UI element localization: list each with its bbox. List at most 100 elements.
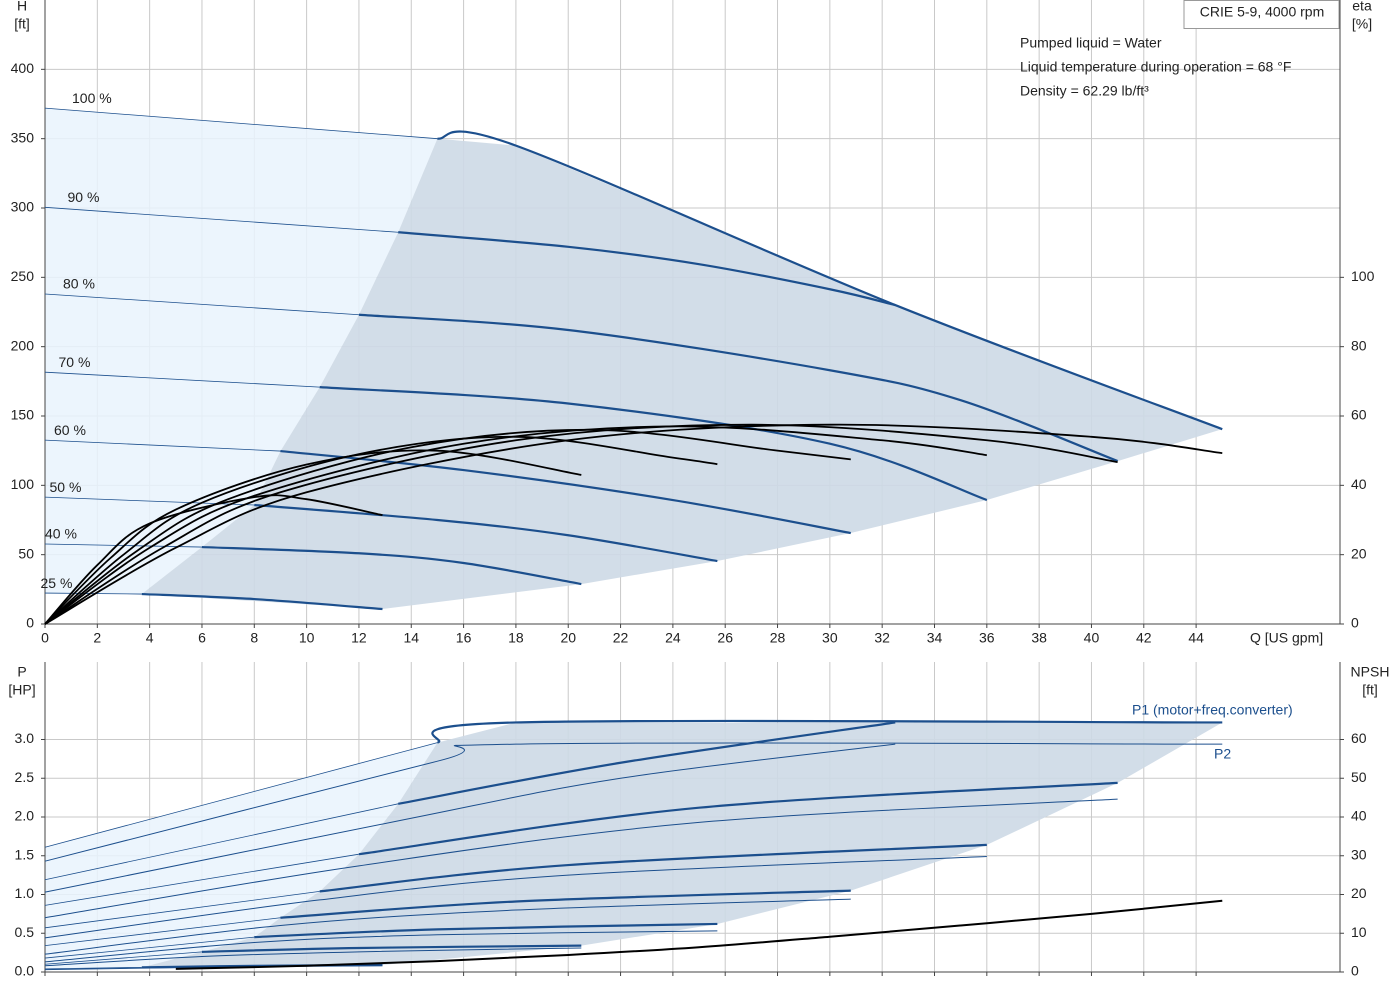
p2-curve — [44, 798, 1118, 919]
speed-label: 40 % — [45, 526, 77, 542]
eta-curve — [44, 425, 987, 625]
curve-thin — [44, 951, 203, 965]
curve — [254, 922, 718, 939]
x-tick-label: 22 — [613, 630, 629, 646]
y-tick-label: 400 — [11, 60, 35, 76]
y2-tick-label: 30 — [1351, 846, 1367, 862]
speed-label: 60 % — [54, 422, 86, 438]
x-tick-label: 32 — [874, 630, 890, 646]
y-tick-label: 0.0 — [15, 963, 35, 979]
y-tick-label: 0.5 — [15, 924, 35, 940]
x-tick-label: 24 — [665, 630, 681, 646]
y2-tick-label: 40 — [1351, 476, 1367, 492]
x-tick-label: 8 — [250, 630, 258, 646]
light-area — [45, 108, 438, 595]
speed-label: 25 % — [41, 575, 73, 591]
curve — [431, 719, 1223, 744]
y-tick-label: 3.0 — [15, 730, 35, 746]
y2-tick-label: 20 — [1351, 885, 1367, 901]
speed-label: 90 % — [68, 189, 100, 205]
y2-axis-label: NPSH — [1351, 664, 1390, 680]
curve — [397, 721, 896, 805]
curve-thin — [44, 917, 281, 947]
x-tick-label: 18 — [508, 630, 524, 646]
y2-tick-label: 80 — [1351, 337, 1367, 353]
y2-tick-label: 0 — [1351, 963, 1359, 979]
p2-curve — [44, 742, 1223, 862]
x-tick-label: 30 — [822, 630, 838, 646]
x-tick-label: 28 — [770, 630, 786, 646]
y-tick-label: 50 — [18, 545, 34, 561]
curve — [319, 386, 988, 502]
y-tick-label: 0 — [26, 615, 34, 631]
annotation: Density = 62.29 lb/ft³ — [1020, 83, 1149, 99]
y-tick-label: 2.0 — [15, 808, 35, 824]
y-axis-unit: [ft] — [14, 16, 30, 32]
y2-axis-unit: [ft] — [1362, 682, 1378, 698]
curve-thin — [44, 853, 360, 906]
y-tick-label: 1.5 — [15, 846, 35, 862]
x-tick-label: 12 — [351, 630, 367, 646]
speed-label: 80 % — [63, 276, 95, 292]
x-tick-label: 0 — [41, 630, 49, 646]
y2-tick-label: 20 — [1351, 545, 1367, 561]
p1-label: P1 (motor+freq.converter) — [1132, 702, 1293, 718]
speed-label: 50 % — [50, 479, 82, 495]
curve — [398, 231, 896, 307]
eta-curve — [44, 449, 582, 625]
curve-thin — [44, 742, 438, 848]
curve — [437, 130, 1223, 431]
legend-box — [1183, 0, 1340, 29]
eta-curve — [44, 423, 1223, 625]
y-tick-label: 2.5 — [15, 769, 35, 785]
eta-curve — [44, 494, 383, 625]
curve — [141, 963, 383, 969]
curve — [358, 781, 1118, 856]
x-tick-label: 36 — [979, 630, 995, 646]
curve — [201, 944, 582, 953]
y-axis-unit: [HP] — [8, 682, 35, 698]
legend-title: CRIE 5-9, 4000 rpm — [1200, 4, 1325, 20]
x-tick-label: 38 — [1031, 630, 1047, 646]
y2-tick-label: 0 — [1351, 615, 1359, 631]
curve — [201, 545, 582, 586]
x-tick-label: 6 — [198, 630, 206, 646]
npsh-curve — [175, 899, 1223, 970]
y2-tick-label: 50 — [1351, 769, 1367, 785]
speed-label: 100 % — [72, 90, 112, 106]
y-tick-label: 1.0 — [15, 885, 35, 901]
x-tick-label: 2 — [93, 630, 101, 646]
y2-axis-unit: [%] — [1352, 16, 1372, 32]
y-tick-label: 350 — [11, 129, 35, 145]
curve-thin — [44, 803, 399, 881]
curve-thin — [44, 371, 320, 388]
eta-curve — [44, 428, 851, 625]
curve — [319, 843, 987, 893]
x-tick-label: 20 — [560, 630, 576, 646]
curve — [254, 503, 718, 563]
p2-label: P2 — [1214, 746, 1231, 762]
plot-layer: 0 2 4 6 8 10 12 14 16 18 20 22 24 26 28 30 32 34 36 38 40 42 4… — [11, 0, 1375, 979]
y2-tick-label: 10 — [1351, 924, 1367, 940]
operating-area — [141, 722, 1223, 968]
x-tick-label: 16 — [456, 630, 472, 646]
y-tick-label: 150 — [11, 407, 35, 423]
p2-curve — [44, 743, 896, 893]
y-tick-label: 250 — [11, 268, 35, 284]
x-tick-label: 4 — [146, 630, 154, 646]
x-tick-label: 44 — [1188, 630, 1204, 646]
x-tick-label: 42 — [1136, 630, 1152, 646]
y2-tick-label: 40 — [1351, 808, 1367, 824]
curve — [280, 889, 851, 919]
y2-tick-label: 100 — [1351, 268, 1375, 284]
y-tick-label: 100 — [11, 476, 35, 492]
operating-area — [141, 138, 1223, 610]
y2-axis-label: eta — [1352, 0, 1372, 14]
curve — [358, 313, 1119, 463]
light-area — [45, 742, 438, 969]
p2-curve — [44, 930, 718, 963]
curve-thin — [44, 439, 281, 452]
curve-thin — [44, 206, 399, 233]
